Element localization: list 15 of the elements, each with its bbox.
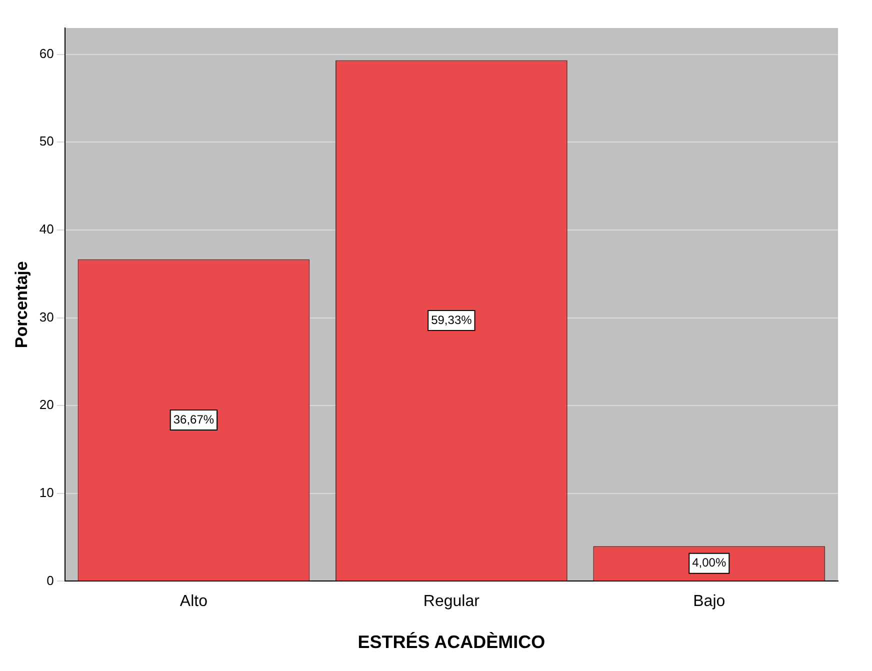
y-tick-label: 30 (39, 309, 54, 324)
y-tick-label: 40 (39, 222, 54, 237)
x-tick-label: Bajo (693, 593, 726, 610)
y-axis-title: Porcentaje (12, 261, 31, 348)
data-label: 59,33% (431, 312, 472, 327)
x-tick-label: Regular (423, 593, 480, 610)
data-label: 36,67% (173, 412, 214, 426)
x-axis-title: ESTRÉS ACADÈMICO (358, 632, 546, 652)
y-tick-label: 60 (39, 46, 54, 61)
y-tick-label: 0 (46, 572, 54, 588)
data-label: 4,00% (692, 556, 726, 570)
y-tick-label: 10 (39, 484, 54, 500)
y-tick-label: 20 (39, 397, 54, 412)
x-tick-label: Alto (180, 593, 208, 610)
y-tick-label: 50 (39, 134, 54, 149)
